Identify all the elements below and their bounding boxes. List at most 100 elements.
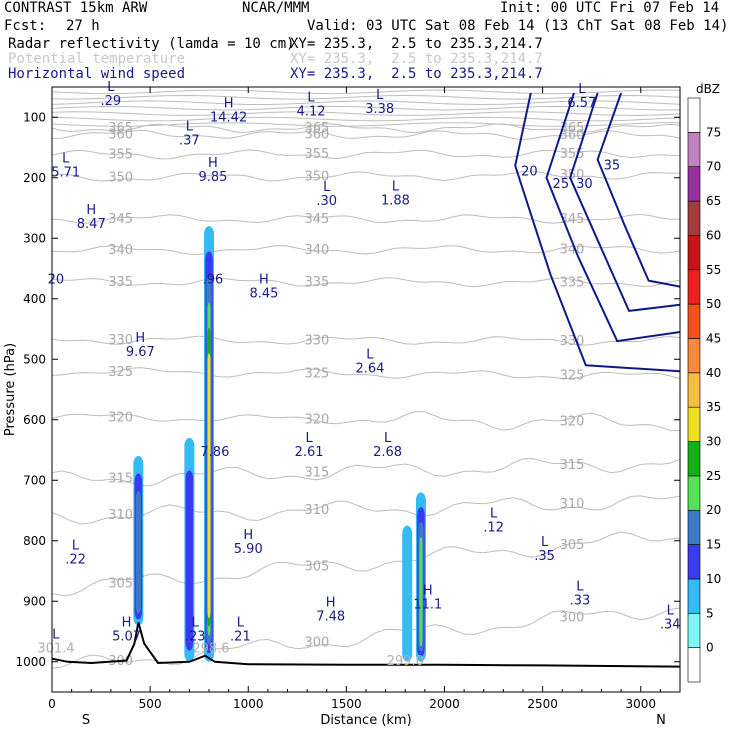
- extremum-value: .35: [534, 549, 555, 564]
- extremum-value: 3.38: [365, 102, 394, 117]
- extremum-value: 20: [48, 273, 65, 288]
- theta-contour: [51, 149, 681, 160]
- theta-label: 335: [108, 275, 133, 290]
- low-marker: L: [52, 628, 60, 643]
- high-marker: H: [224, 96, 234, 111]
- colorbar-swatch: [687, 441, 701, 477]
- theta-contour: [51, 411, 681, 432]
- colorbar-swatch: [687, 132, 701, 168]
- extremum-value: 301.4: [37, 642, 74, 657]
- y-tick-label: 500: [23, 352, 46, 366]
- theta-label: 335: [560, 275, 585, 290]
- theta-label: 330: [560, 334, 585, 349]
- theta-contour: [51, 335, 681, 346]
- extremum-value: .37: [179, 133, 200, 148]
- low-marker: L: [384, 431, 392, 446]
- terrain-line: [51, 622, 681, 668]
- theta-label: 310: [305, 503, 330, 518]
- extremum-value: 11.1: [413, 598, 442, 613]
- theta-label: 340: [305, 243, 330, 258]
- theta-label: 350: [108, 170, 133, 185]
- theta-label: 305: [560, 538, 585, 553]
- theta-upper-contour: [51, 94, 681, 100]
- field-wind-xy: XY= 235.3, 2.5 to 235.3,214.7: [290, 66, 543, 82]
- colorbar-swatch: [687, 269, 701, 305]
- colorbar-tick-label: 10: [706, 572, 721, 586]
- x-tick-label: 1000: [233, 697, 264, 711]
- colorbar-tick-label: 60: [706, 228, 721, 242]
- y-tick-label: 800: [23, 534, 46, 548]
- theta-label: 365: [108, 121, 133, 136]
- theta-contour: [51, 367, 681, 380]
- colorbar-tick-label: 15: [706, 538, 721, 552]
- y-tick-label: 200: [23, 171, 46, 185]
- extremum-value: 8.47: [77, 217, 106, 232]
- low-marker: L: [490, 507, 498, 522]
- theta-contour: [51, 607, 681, 669]
- colorbar-tick-label: 30: [706, 435, 721, 449]
- y-tick-label: 700: [23, 473, 46, 487]
- theta-label: 325: [108, 365, 133, 380]
- x-axis-label: Distance (km): [320, 713, 411, 728]
- theta-label: 360: [108, 127, 133, 142]
- high-marker: H: [135, 331, 145, 346]
- x-tick-label: 2500: [527, 697, 558, 711]
- theta-contour: [51, 129, 681, 141]
- wind-speed-contour: [569, 92, 681, 312]
- theta-upper-contour: [51, 89, 681, 95]
- extremum-value: 7.48: [316, 610, 345, 625]
- theta-upper-contour: [51, 105, 681, 111]
- extremum-value: 6.57: [567, 96, 596, 111]
- wind-speed-contour: [514, 92, 681, 373]
- low-marker: L: [307, 90, 315, 105]
- extremum-value: .21: [230, 630, 251, 645]
- low-marker: L: [578, 82, 586, 97]
- extremum-value: 8.45: [249, 287, 278, 302]
- reflectivity-cell: [419, 536, 423, 647]
- colorbar-swatch: [687, 235, 701, 271]
- y-tick-label: 1000: [15, 655, 46, 669]
- extremum-value: 5.71: [51, 166, 80, 181]
- theta-upper-contour: [51, 111, 681, 116]
- theta-contour: [51, 495, 681, 525]
- theta-label: 300: [305, 635, 330, 650]
- theta-label: 320: [560, 415, 585, 430]
- colorbar-swatch: [687, 578, 701, 614]
- low-marker: L: [107, 80, 115, 95]
- field-reflectivity-name: Radar reflectivity (lamda = 10 cm): [8, 36, 295, 52]
- model-title: CONTRAST 15km ARW: [4, 0, 148, 16]
- theta-upper-contour: [51, 122, 681, 127]
- theta-label: 350: [560, 168, 585, 183]
- forecast-hours: 27 h: [66, 18, 100, 34]
- y-tick-label: 600: [23, 413, 46, 427]
- theta-label: 345: [560, 212, 585, 227]
- low-marker: L: [237, 616, 245, 631]
- extremum-value: 5.90: [234, 542, 263, 557]
- low-marker: L: [305, 431, 313, 446]
- colorbar-swatch: [687, 200, 701, 236]
- field-wind-name: Horizontal wind speed: [8, 66, 186, 82]
- extremum-value: 4.12: [297, 104, 326, 119]
- field-reflectivity-xy: XY= 235.3, 2.5 to 235.3,214.7: [290, 36, 543, 52]
- theta-contour: [51, 277, 681, 288]
- extremum-value: .23: [185, 630, 206, 645]
- theta-label: 345: [305, 212, 330, 227]
- y-tick-label: 400: [23, 292, 46, 306]
- theta-label: 305: [305, 560, 330, 575]
- wind-speed-label: 20: [521, 165, 538, 180]
- low-marker: L: [667, 603, 675, 618]
- x-tick-label: 2000: [429, 697, 460, 711]
- colorbar-swatch: [687, 509, 701, 545]
- x-tick-label: 500: [139, 697, 162, 711]
- theta-label: 310: [560, 497, 585, 512]
- colorbar-tick-label: 0: [706, 641, 714, 655]
- theta-label: 315: [108, 471, 133, 486]
- theta-label: 355: [560, 147, 585, 162]
- y-tick-label: 900: [23, 594, 46, 608]
- colorbar-swatch: [687, 406, 701, 442]
- theta-label: 310: [108, 508, 133, 523]
- extremum-value: .29: [101, 94, 122, 109]
- theta-contour: [51, 123, 681, 134]
- low-marker: L: [323, 180, 331, 195]
- high-marker: H: [423, 584, 433, 599]
